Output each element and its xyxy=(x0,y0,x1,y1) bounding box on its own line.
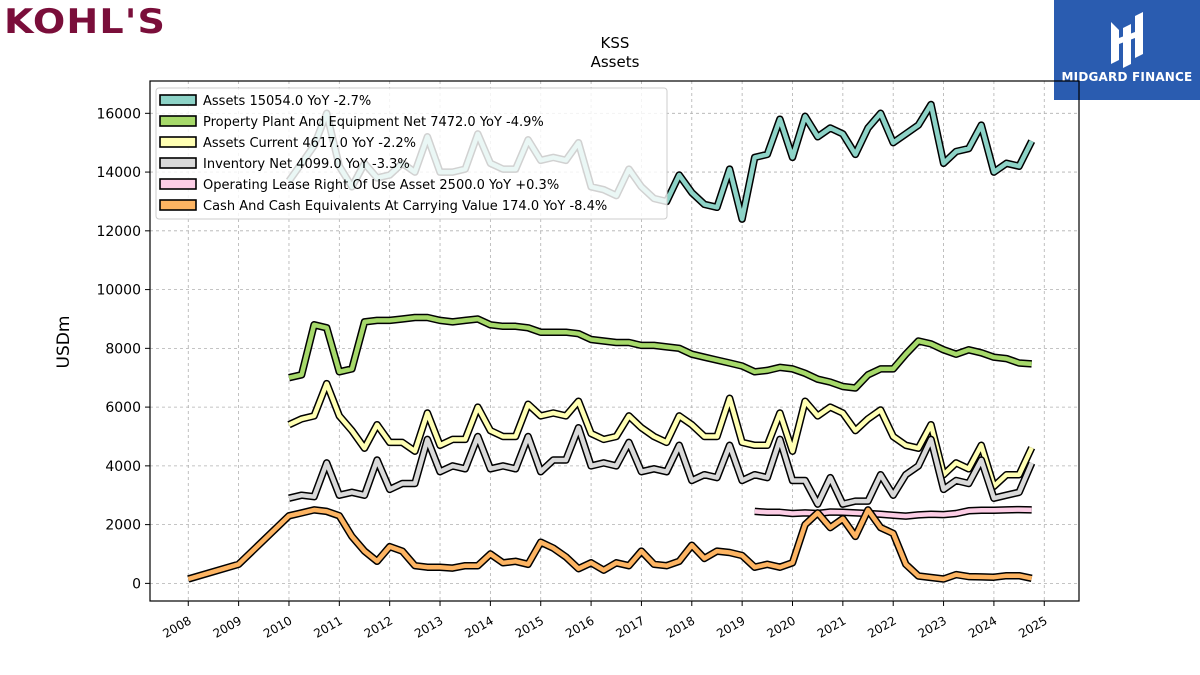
x-tick-label: 2010 xyxy=(261,613,294,640)
legend-swatch-operating-lease-right-of-use-asset xyxy=(159,178,197,190)
x-tick-label: 2023 xyxy=(916,613,949,640)
x-tick-label: 2020 xyxy=(765,613,798,640)
x-tick-label: 2021 xyxy=(815,613,848,640)
x-tick-label: 2013 xyxy=(412,613,445,640)
x-tick-label: 2016 xyxy=(563,613,596,640)
legend-label-inventory-net: Inventory Net 4099.0 YoY -3.3% xyxy=(203,157,410,172)
x-tick-label: 2009 xyxy=(211,613,244,640)
legend-swatch-cash-and-cash-equivalents-at-carrying-value xyxy=(159,199,197,211)
legend-swatch-assets xyxy=(159,94,197,106)
y-tick-label: 12000 xyxy=(96,224,141,240)
series-line-inventory-net xyxy=(288,425,1034,507)
legend-label-assets: Assets 15054.0 YoY -2.7% xyxy=(203,94,371,109)
chart-subtitle: Assets xyxy=(591,53,640,71)
chart-title: KSS xyxy=(601,34,630,52)
x-tick-label: 2025 xyxy=(1016,613,1049,640)
y-tick-label: 8000 xyxy=(105,341,141,357)
midgard-finance-badge: MIDGARD FINANCE xyxy=(1054,0,1200,100)
x-tick-label: 2014 xyxy=(462,613,495,640)
y-tick-label: 4000 xyxy=(105,459,141,475)
y-tick-label: 16000 xyxy=(96,106,141,122)
y-tick-label: 14000 xyxy=(96,165,141,181)
plot-frame xyxy=(149,80,1080,602)
kohls-logo: KOHL'S xyxy=(4,2,167,42)
legend-swatch-assets-current xyxy=(159,136,197,148)
legend-swatch-inventory-net xyxy=(159,157,197,169)
series-outline-property-plant-and-equipment-net xyxy=(288,313,1032,392)
x-tick-label: 2011 xyxy=(311,613,344,640)
series-line-property-plant-and-equipment-net xyxy=(288,315,1032,391)
x-tick-label: 2024 xyxy=(966,613,999,640)
legend-label-property-plant-and-equipment-net: Property Plant And Equipment Net 7472.0 … xyxy=(203,115,544,130)
x-tick-label: 2022 xyxy=(865,613,898,640)
x-tick-label: 2015 xyxy=(513,613,546,640)
legend-box xyxy=(155,87,668,220)
y-tick-label: 6000 xyxy=(105,400,141,416)
x-tick-label: 2017 xyxy=(613,613,646,640)
x-tick-label: 2018 xyxy=(664,613,697,640)
x-tick-label: 2019 xyxy=(714,613,747,640)
y-tick-label: 0 xyxy=(132,576,141,592)
y-tick-label: 2000 xyxy=(105,518,141,534)
legend-label-cash-and-cash-equivalents-at-carrying-value: Cash And Cash Equivalents At Carrying Va… xyxy=(203,199,607,214)
x-tick-label: 2012 xyxy=(362,613,395,640)
y-axis-label: USDm xyxy=(54,316,74,369)
x-tick-label: 2008 xyxy=(160,613,193,640)
legend: Assets 15054.0 YoY -2.7% Property Plant A… xyxy=(155,87,668,220)
legend-swatch-property-plant-and-equipment-net xyxy=(159,115,197,127)
y-tick-label: 10000 xyxy=(96,283,141,299)
legend-label-assets-current: Assets Current 4617.0 YoY -2.2% xyxy=(203,136,416,151)
legend-label-operating-lease-right-of-use-asset: Operating Lease Right Of Use Asset 2500.… xyxy=(203,178,559,193)
series-line-operating-lease-right-of-use-asset xyxy=(754,507,1032,519)
midgard-logo-icon xyxy=(1111,12,1143,68)
midgard-finance-label: MIDGARD FINANCE xyxy=(1061,70,1193,84)
series-line-cash-and-cash-equivalents-at-carrying-value xyxy=(187,507,1033,582)
series-line-assets-current xyxy=(288,381,1034,489)
